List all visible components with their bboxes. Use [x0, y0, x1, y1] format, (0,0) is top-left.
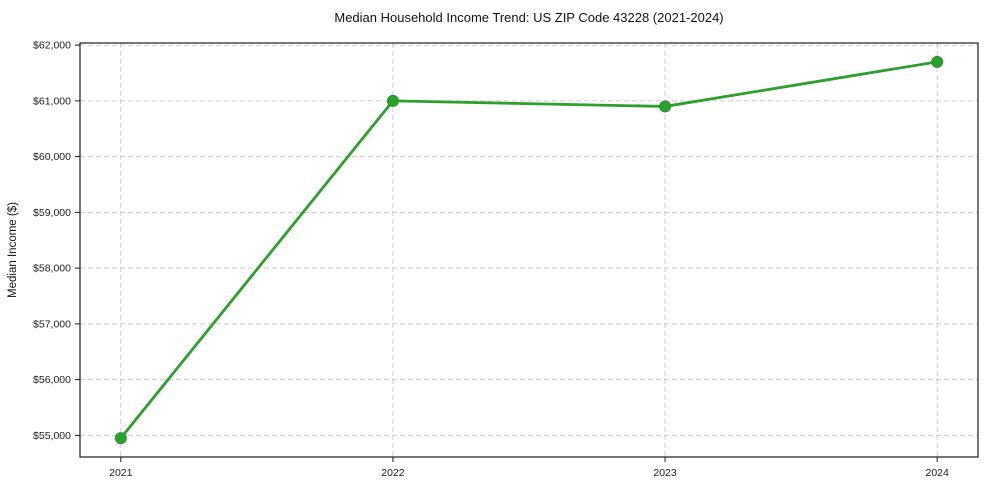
- plot-area: $55,000 $56,000 $57,000 $58,000 $59,000 $60,0…: [33, 40, 979, 479]
- y-tick-label: $61,000: [33, 95, 71, 107]
- x-tick-label: 2022: [381, 467, 405, 479]
- y-tick-label: $56,000: [33, 374, 71, 386]
- data-point: [931, 55, 944, 68]
- y-tick-label: $57,000: [33, 318, 71, 330]
- plot-border: [79, 42, 979, 458]
- y-tick-label: $58,000: [33, 263, 71, 275]
- y-tick-label: $62,000: [33, 40, 71, 52]
- y-tick-label: $59,000: [33, 207, 71, 219]
- data-point: [114, 432, 127, 445]
- data-point: [386, 94, 399, 107]
- y-axis-label: Median Income ($): [7, 202, 19, 298]
- income-trend-line: [119, 60, 939, 440]
- y-tick-label: $60,000: [33, 151, 71, 163]
- chart-title: Median Household Income Trend: US ZIP Co…: [334, 10, 723, 25]
- x-tick-label: 2023: [653, 467, 677, 479]
- x-tick-label: 2021: [109, 467, 133, 479]
- x-tick-label: 2024: [926, 467, 950, 479]
- y-tick-label: $55,000: [33, 430, 71, 442]
- data-point: [659, 100, 672, 113]
